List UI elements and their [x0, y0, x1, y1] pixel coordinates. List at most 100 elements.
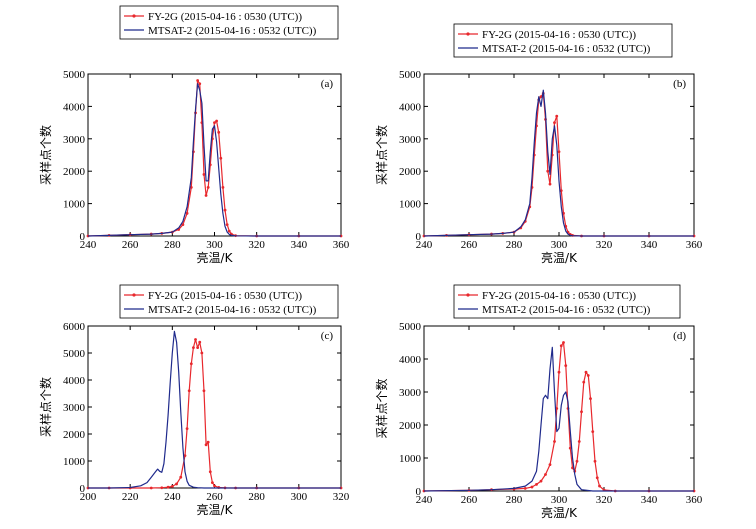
panel-a-y-tick-label: 4000: [63, 101, 86, 113]
panel-b-legend-label-fy2g: FY-2G (2015-04-16 : 0530 (UTC)): [482, 29, 636, 41]
panel-a-series-fy2g-point: [189, 186, 193, 189]
panel-c-series-fy2g-point: [149, 486, 153, 490]
panel-b-legend-label-mtsat2: MTSAT-2 (2015-04-16 : 0532 (UTC)): [482, 43, 651, 55]
panel-a-y-tick-label: 5000: [63, 69, 86, 81]
panel-a-series-fy2g-point: [217, 130, 221, 134]
panel-d-x-tick-label: 340: [641, 494, 658, 506]
panel-a-x-tick-label: 320: [248, 239, 265, 251]
panel-b-series-fy2g-point: [557, 150, 561, 154]
panel-d-series-fy2g-point: [568, 446, 572, 450]
panel-b-series-fy2g-point: [553, 121, 556, 124]
panel-d-y-tick-label: 2000: [399, 420, 422, 432]
panel-b-legend-marker-fy2g: [466, 32, 470, 36]
panel-c-series-fy2g-point: [192, 346, 195, 349]
panel-c-x-tick-label: 280: [248, 491, 265, 503]
panel-c-y-tick-label: 5000: [63, 348, 86, 360]
panel-b-series-fy2g-point: [555, 114, 559, 118]
panel-b-series-fy2g-point: [559, 189, 563, 193]
panel-a-series-fy2g-point: [215, 119, 219, 123]
panel-d-series-fy2g-point: [580, 410, 583, 414]
panel-b-x-axis-title: 亮温/K: [541, 250, 578, 265]
panel-c-y-tick-label: 3000: [63, 402, 86, 414]
panel-d-x-tick-label: 360: [686, 494, 703, 506]
panel-b-series-fy2g-point: [546, 169, 550, 173]
panel-a-x-tick-label: 360: [333, 239, 350, 251]
panel-d-series-fy2g-point: [589, 397, 592, 400]
panel-a-legend-marker-fy2g: [132, 14, 136, 18]
panel-c-legend-box: [119, 284, 339, 319]
panel-d-series-fy2g-point: [584, 370, 588, 374]
panel-a-y-tick-label: 2000: [63, 166, 86, 178]
panel-d-series-mtsat2-line: [423, 346, 694, 492]
panel-d-y-tick-label: 5000: [399, 321, 422, 333]
panel-d-series-fy2g-point: [553, 440, 556, 443]
panel-c-series-fy2g-point: [210, 481, 214, 484]
panel-b-y-axis-title: 采样点个数: [374, 125, 389, 185]
panel-a-series-fy2g-point: [198, 82, 202, 86]
panel-a-series-fy2g-point: [196, 79, 200, 82]
panel-c-y-tick-label: 1000: [63, 456, 86, 468]
panel-a-x-tick-label: 340: [291, 239, 308, 251]
panel-a-x-tick-label: 280: [164, 239, 181, 251]
panel-d-x-tick-label: 320: [596, 494, 613, 506]
panel-c-x-tick-label: 300: [291, 491, 308, 503]
panel-c-series-fy2g-point: [208, 470, 212, 474]
panel-b-x-tick-label: 300: [551, 239, 568, 251]
panel-c-series-fy2g-point: [202, 389, 206, 393]
panel-d-series-fy2g-point: [575, 459, 579, 463]
panel-c-series-fy2g-point: [198, 340, 202, 344]
panel-b-y-tick-label: 1000: [399, 199, 422, 211]
panel-b-x-tick-label: 340: [641, 239, 658, 251]
panel-c-y-tick-label: 2000: [63, 429, 86, 441]
panel-b-x-tick-label: 360: [686, 239, 703, 251]
panel-c-series-fy2g-point: [183, 454, 187, 457]
panel-c-series-fy2g-point: [185, 427, 189, 430]
panel-b-label: (b): [673, 78, 686, 90]
panel-a-series-fy2g-point: [223, 208, 227, 212]
panel-c-legend-label-fy2g: FY-2G (2015-04-16 : 0530 (UTC)): [148, 290, 302, 302]
panel-a-series-fy2g-point: [225, 223, 229, 227]
panel-d-series-fy2g-point: [557, 370, 561, 374]
panel-d-y-tick-label: 1000: [399, 453, 422, 465]
panel-c-series-fy2g-point: [160, 486, 164, 490]
panel-d-series-fy2g-point: [593, 459, 597, 463]
panel-d-legend-label-mtsat2: MTSAT-2 (2015-04-16 : 0532 (UTC)): [482, 304, 651, 316]
panel-c-series-fy2g-point: [213, 484, 216, 488]
panel-a-y-axis-title: 采样点个数: [38, 125, 53, 185]
panel-d-legend-marker-fy2g: [466, 293, 470, 297]
panel-a-legend-label-fy2g: FY-2G (2015-04-16 : 0530 (UTC)): [148, 11, 302, 23]
panel-b-x-tick-label: 280: [506, 239, 523, 251]
panel-b-legend-box: [453, 23, 673, 58]
panel-d-series-fy2g-point: [523, 486, 527, 490]
panel-a-x-tick-label: 300: [206, 239, 223, 251]
panel-c-series-fy2g-point: [200, 351, 204, 355]
panel-a-legend-box: [119, 5, 339, 40]
panel-d-series-fy2g-point: [539, 479, 543, 483]
panel-c-series-fy2g-point: [187, 389, 191, 393]
panel-c-series-fy2g-point: [175, 482, 178, 486]
panel-d-series-fy2g-point: [591, 430, 595, 433]
panel-c-y-tick-label: 6000: [63, 321, 86, 333]
panel-d-legend-box: [453, 284, 681, 319]
panel-c-x-tick-label: 200: [80, 491, 97, 503]
panel-c-series-fy2g-point: [189, 362, 193, 366]
panel-d-y-axis-title: 采样点个数: [374, 378, 389, 438]
panel-d-x-tick-label: 300: [551, 494, 568, 506]
panel-d-series-fy2g-point: [562, 341, 565, 344]
panel-b-series-mtsat2-line: [423, 89, 694, 237]
panel-a-series-fy2g-point: [227, 229, 231, 233]
panel-a-x-tick-label: 240: [80, 239, 97, 251]
panel-d-series-fy2g-point: [564, 364, 568, 367]
panel-c-legend-marker-fy2g: [132, 293, 136, 297]
panel-b-y-tick-label: 4000: [399, 101, 422, 113]
panel-b-y-tick-label: 0: [416, 231, 422, 243]
panel-c-series-fy2g-point: [170, 484, 174, 488]
panel-a-x-axis-title: 亮温/K: [197, 250, 234, 265]
panel-c-label: (c): [321, 330, 334, 342]
panel-c-y-tick-label: 4000: [63, 375, 86, 387]
